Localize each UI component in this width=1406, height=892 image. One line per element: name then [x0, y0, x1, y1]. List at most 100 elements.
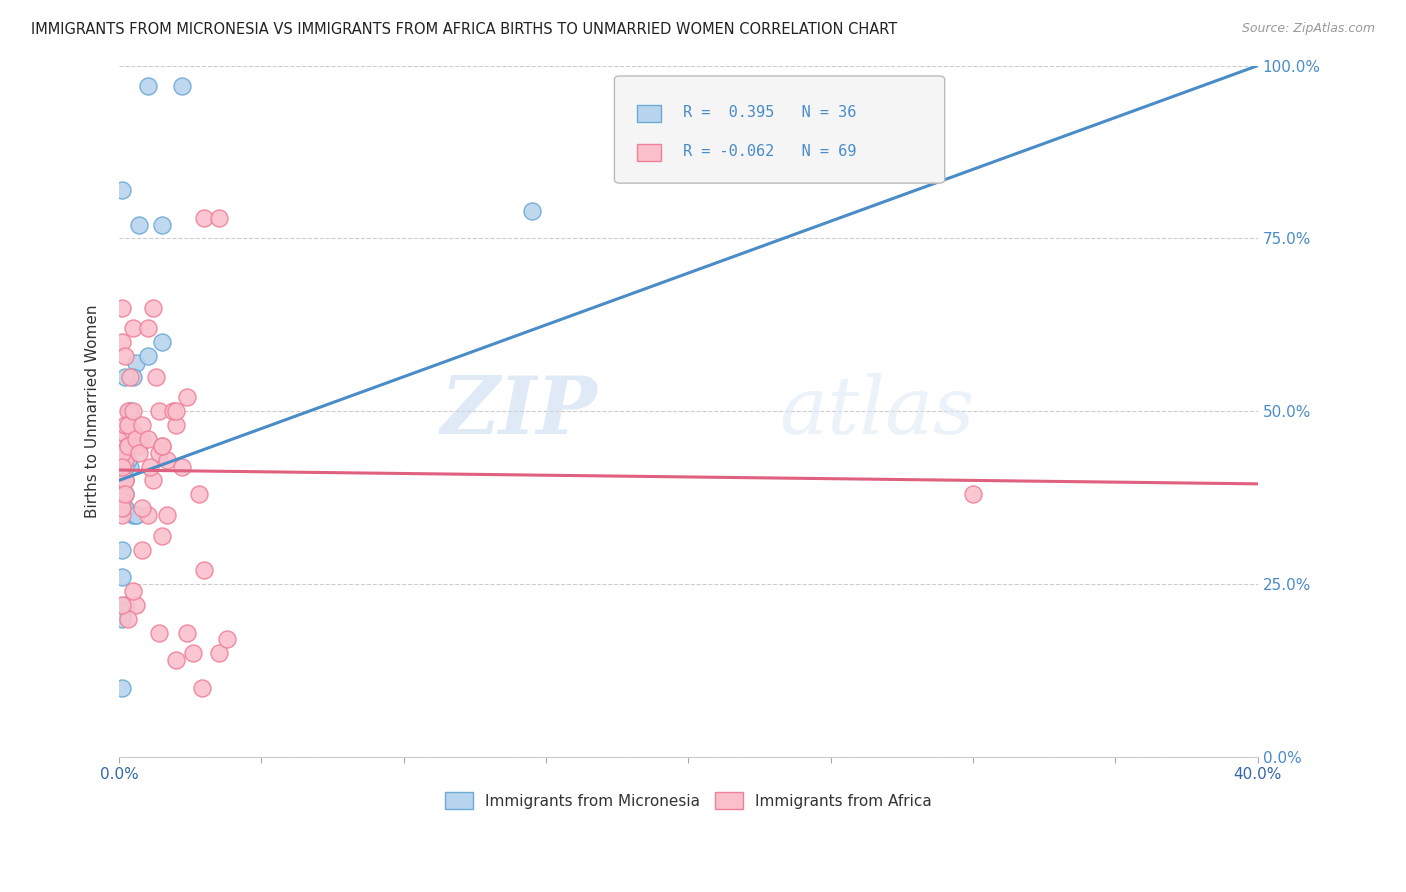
Point [117, 404, 139, 418]
Text: Source: ZipAtlas.com: Source: ZipAtlas.com [1241, 22, 1375, 36]
Point [131, 542, 153, 557]
Point [111, 425, 134, 439]
Point [114, 474, 136, 488]
Point [150, 335, 173, 350]
Point [128, 446, 150, 460]
Point [136, 321, 159, 335]
Point [120, 369, 142, 384]
Point [150, 439, 173, 453]
Point [111, 570, 134, 584]
Point [114, 446, 136, 460]
Point [148, 446, 170, 460]
Point [111, 681, 134, 695]
Point [150, 529, 173, 543]
Point [111, 452, 134, 467]
Point [114, 487, 136, 501]
Point [117, 418, 139, 433]
Point [176, 391, 198, 405]
Point [162, 404, 184, 418]
Point [111, 459, 134, 474]
Point [111, 459, 134, 474]
Point [678, 142, 700, 156]
Point [150, 439, 173, 453]
Point [111, 474, 134, 488]
Point [131, 501, 153, 516]
Text: atlas: atlas [779, 373, 974, 450]
Point [170, 459, 193, 474]
Point [111, 335, 134, 350]
Point [111, 494, 134, 508]
Point [150, 218, 173, 232]
Point [181, 646, 204, 660]
Point [114, 474, 136, 488]
Point [176, 625, 198, 640]
Point [125, 432, 148, 446]
Point [170, 79, 193, 94]
Point [165, 418, 187, 433]
FancyBboxPatch shape [637, 105, 661, 122]
Point [114, 459, 136, 474]
Point [131, 432, 153, 446]
Point [111, 501, 134, 516]
Point [111, 183, 134, 197]
Point [114, 418, 136, 433]
Point [120, 404, 142, 418]
Point [114, 452, 136, 467]
Point [111, 439, 134, 453]
Point [148, 625, 170, 640]
Point [111, 612, 134, 626]
Point [145, 369, 167, 384]
Point [165, 404, 187, 418]
Point [125, 598, 148, 612]
Point [111, 508, 134, 522]
Point [120, 404, 142, 418]
Point [117, 439, 139, 453]
Point [111, 301, 134, 315]
Point [142, 474, 165, 488]
Point [114, 487, 136, 501]
Point [128, 218, 150, 232]
Point [111, 487, 134, 501]
Point [114, 487, 136, 501]
Point [122, 425, 145, 439]
Point [165, 653, 187, 667]
Point [114, 349, 136, 363]
Point [111, 605, 134, 619]
Point [111, 598, 134, 612]
Point [117, 439, 139, 453]
Point [111, 452, 134, 467]
Text: IMMIGRANTS FROM MICRONESIA VS IMMIGRANTS FROM AFRICA BIRTHS TO UNMARRIED WOMEN C: IMMIGRANTS FROM MICRONESIA VS IMMIGRANTS… [31, 22, 897, 37]
Point [128, 439, 150, 453]
Point [111, 542, 134, 557]
Point [122, 404, 145, 418]
Point [208, 646, 231, 660]
Point [125, 508, 148, 522]
Point [142, 301, 165, 315]
Legend: Immigrants from Micronesia, Immigrants from Africa: Immigrants from Micronesia, Immigrants f… [439, 786, 938, 815]
Point [114, 369, 136, 384]
Point [125, 508, 148, 522]
Point [208, 211, 231, 225]
Point [122, 321, 145, 335]
Point [190, 681, 212, 695]
Point [131, 418, 153, 433]
FancyBboxPatch shape [637, 144, 661, 161]
Point [156, 508, 179, 522]
Point [122, 508, 145, 522]
Text: R =  0.395   N = 36: R = 0.395 N = 36 [683, 105, 856, 120]
Point [120, 459, 142, 474]
Point [136, 508, 159, 522]
Point [114, 474, 136, 488]
Point [114, 501, 136, 516]
Point [136, 349, 159, 363]
Point [122, 369, 145, 384]
Point [962, 487, 984, 501]
Point [520, 203, 543, 218]
Y-axis label: Births to Unmarried Women: Births to Unmarried Women [86, 304, 100, 518]
Point [187, 487, 209, 501]
Point [217, 632, 239, 647]
Point [122, 584, 145, 599]
Point [111, 446, 134, 460]
Point [193, 563, 215, 577]
Text: ZIP: ZIP [440, 373, 598, 450]
